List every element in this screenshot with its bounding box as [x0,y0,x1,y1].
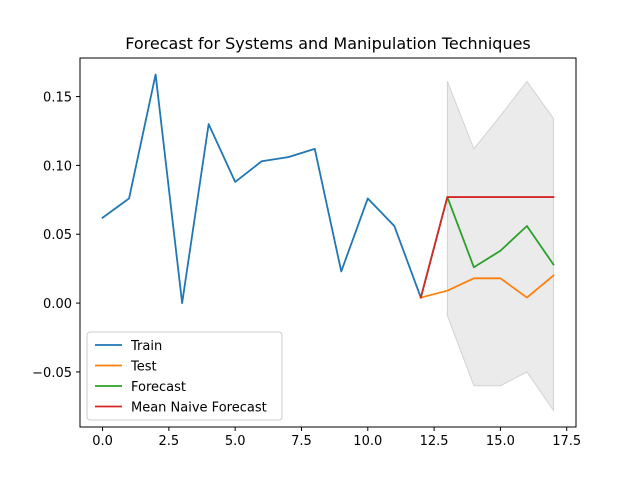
x-tick-label: 5.0 [225,434,246,449]
y-tick-label: 0.15 [43,91,72,106]
x-tick-label: 0.0 [92,434,113,449]
series-line-train [101,73,422,304]
x-tick-label: 17.5 [552,434,581,449]
legend-label-train: Train [130,339,162,354]
axes-frame [79,57,577,428]
x-tick-label: 15.0 [486,434,515,449]
legend-label-test: Test [130,360,157,375]
y-tick-label: −0.05 [32,366,72,381]
series-line-test [419,274,555,299]
y-tick-label: 0.00 [43,297,72,312]
series-line-mean-naive-forecast [419,196,555,299]
x-tick-label: 2.5 [159,434,180,449]
legend-box [86,331,283,421]
legend-label-mean-naive-forecast: Mean Naive Forecast [131,401,267,416]
x-tick-label: 7.5 [291,434,312,449]
y-tick-label: 0.10 [43,159,72,174]
x-tick-label: 10.0 [353,434,382,449]
plot-area [79,57,577,428]
legend-label-forecast: Forecast [131,380,186,395]
x-tick-label: 12.5 [420,434,449,449]
chart-title: Forecast for Systems and Manipulation Te… [125,34,531,53]
y-tick-label: 0.05 [43,228,72,243]
confidence-band [446,80,554,413]
legend: Train Test Forecast Mean Naive Forecast [86,331,283,421]
y-axis: −0.05 0.00 0.05 0.10 0.15 [32,91,80,381]
x-axis: 0.0 2.5 5.0 7.5 10.0 12.5 15.0 17.5 [92,427,581,449]
